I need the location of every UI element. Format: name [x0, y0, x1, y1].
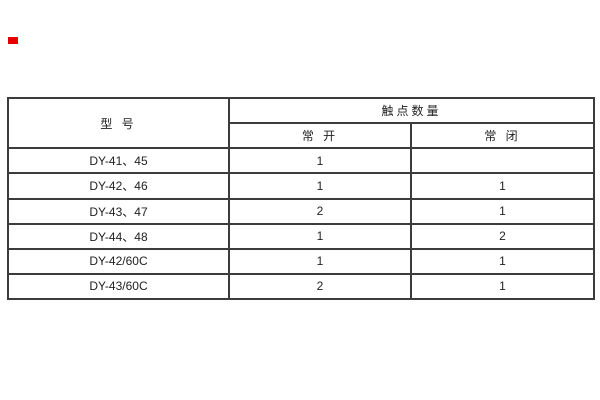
table-row: DY-43/60C 2 1	[7, 272, 596, 301]
contact-quantity-header: 触点数量	[227, 96, 596, 125]
table-row: DY-43、47 2 1	[7, 197, 596, 225]
normally-open-header: 常 开	[228, 122, 412, 150]
open-count-cell: 1	[228, 247, 412, 275]
model-cell: DY-42/60C	[7, 247, 230, 275]
open-count-cell: 2	[228, 197, 412, 225]
open-count-cell: 2	[228, 272, 412, 301]
closed-count-cell	[409, 147, 596, 175]
table-row: DY-44、48 1 2	[7, 222, 596, 250]
closed-count-cell: 1	[409, 247, 596, 275]
model-cell: DY-44、48	[7, 222, 230, 250]
open-count-cell: 1	[228, 222, 412, 250]
closed-count-cell: 1	[409, 272, 596, 301]
open-count-cell: 1	[228, 147, 412, 175]
model-header: 型 号	[7, 96, 230, 150]
normally-closed-header: 常 闭	[409, 122, 596, 150]
table-row: DY-42、46 1 1	[7, 172, 596, 200]
model-cell: DY-43、47	[7, 197, 230, 225]
closed-count-cell: 2	[409, 222, 596, 250]
table-row: DY-41、45 1	[7, 147, 596, 175]
closed-count-cell: 1	[409, 197, 596, 225]
model-cell: DY-41、45	[7, 147, 230, 175]
red-mark	[8, 37, 18, 44]
open-count-cell: 1	[228, 172, 412, 200]
closed-count-cell: 1	[409, 172, 596, 200]
model-cell: DY-42、46	[7, 172, 230, 200]
table-row: DY-42/60C 1 1	[7, 247, 596, 275]
contact-table: 型 号 触点数量 常 开 常 闭 DY-41、45 1 DY-42、46 1 1…	[7, 96, 596, 301]
model-cell: DY-43/60C	[7, 272, 230, 301]
